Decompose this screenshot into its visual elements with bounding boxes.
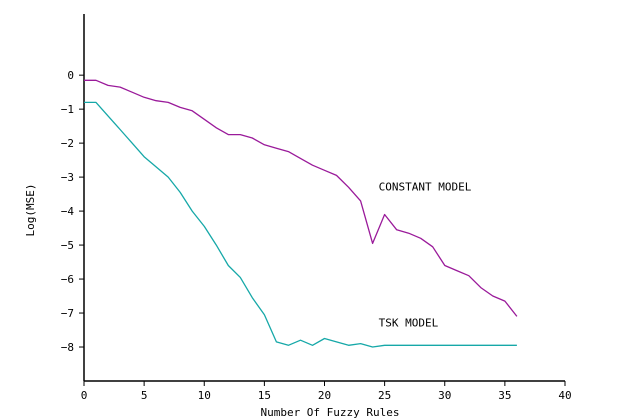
y-tick-label: −7 [61,307,74,320]
tsk-model-label: TSK MODEL [379,317,439,330]
x-tick-label: 20 [318,389,331,402]
series-group [84,79,518,348]
x-axis-title: Number Of Fuzzy Rules [260,406,399,419]
x-tick-label: 10 [198,389,211,402]
x-tick-label: 0 [81,389,88,402]
y-tick-label: −3 [61,171,74,184]
y-tick-label: 0 [67,69,74,82]
annotations: CONSTANT MODEL TSK MODEL [379,181,472,330]
y-tick-label: −5 [61,239,74,252]
y-axis-title: Log(MSE) [24,184,37,237]
ticks: 0 5 10 15 20 25 30 35 40 0 −1 −2 −3 −4 −5 −6 −7 −8 [61,69,572,402]
y-tick-label: −2 [61,137,74,150]
x-tick-label: 15 [258,389,271,402]
y-tick-label: −1 [61,103,74,116]
y-tick-label: −4 [61,205,75,218]
x-tick-label: 25 [378,389,391,402]
tsk-model-line [84,101,517,348]
axes [83,14,565,382]
x-tick-label: 40 [558,389,571,402]
y-tick-label: −8 [61,341,74,354]
x-tick-label: 30 [438,389,451,402]
constant-model-label: CONSTANT MODEL [379,181,472,194]
x-tick-label: 5 [141,389,148,402]
constant-model-line [84,79,518,317]
y-tick-label: −6 [61,273,74,286]
x-tick-label: 35 [498,389,511,402]
